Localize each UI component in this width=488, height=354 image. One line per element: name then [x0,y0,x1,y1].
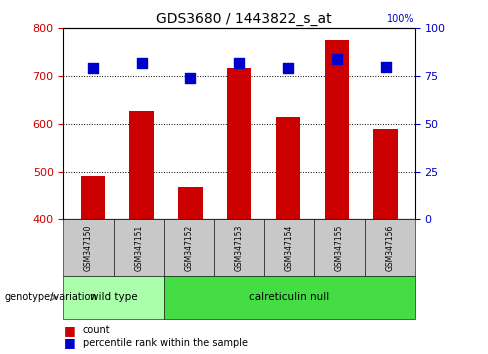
Point [333,56,341,62]
Text: genotype/variation: genotype/variation [5,292,98,302]
Text: GSM347155: GSM347155 [335,224,344,271]
Text: GSM347154: GSM347154 [285,224,294,271]
Text: count: count [83,325,111,335]
Point [186,75,194,81]
Text: ■: ■ [63,324,75,337]
Point [235,60,243,65]
Text: percentile rank within the sample: percentile rank within the sample [83,338,248,348]
Text: GDS3680 / 1443822_s_at: GDS3680 / 1443822_s_at [156,12,332,27]
Bar [81,176,105,219]
Bar [227,68,251,219]
Point [89,65,97,71]
Bar [276,117,300,219]
Bar [129,110,154,219]
Bar [178,187,203,219]
Text: GSM347153: GSM347153 [235,224,244,271]
Bar [373,129,398,219]
Text: ■: ■ [63,336,75,349]
Point [284,65,292,71]
Text: GSM347151: GSM347151 [134,225,143,271]
Text: 100%: 100% [387,15,415,24]
Text: GSM347156: GSM347156 [385,224,394,271]
Point [138,60,145,65]
Text: wild type: wild type [90,292,138,302]
Bar [325,40,349,219]
Text: GSM347152: GSM347152 [184,225,193,271]
Text: calreticulin null: calreticulin null [249,292,329,302]
Point [382,64,389,69]
Text: GSM347150: GSM347150 [84,224,93,271]
